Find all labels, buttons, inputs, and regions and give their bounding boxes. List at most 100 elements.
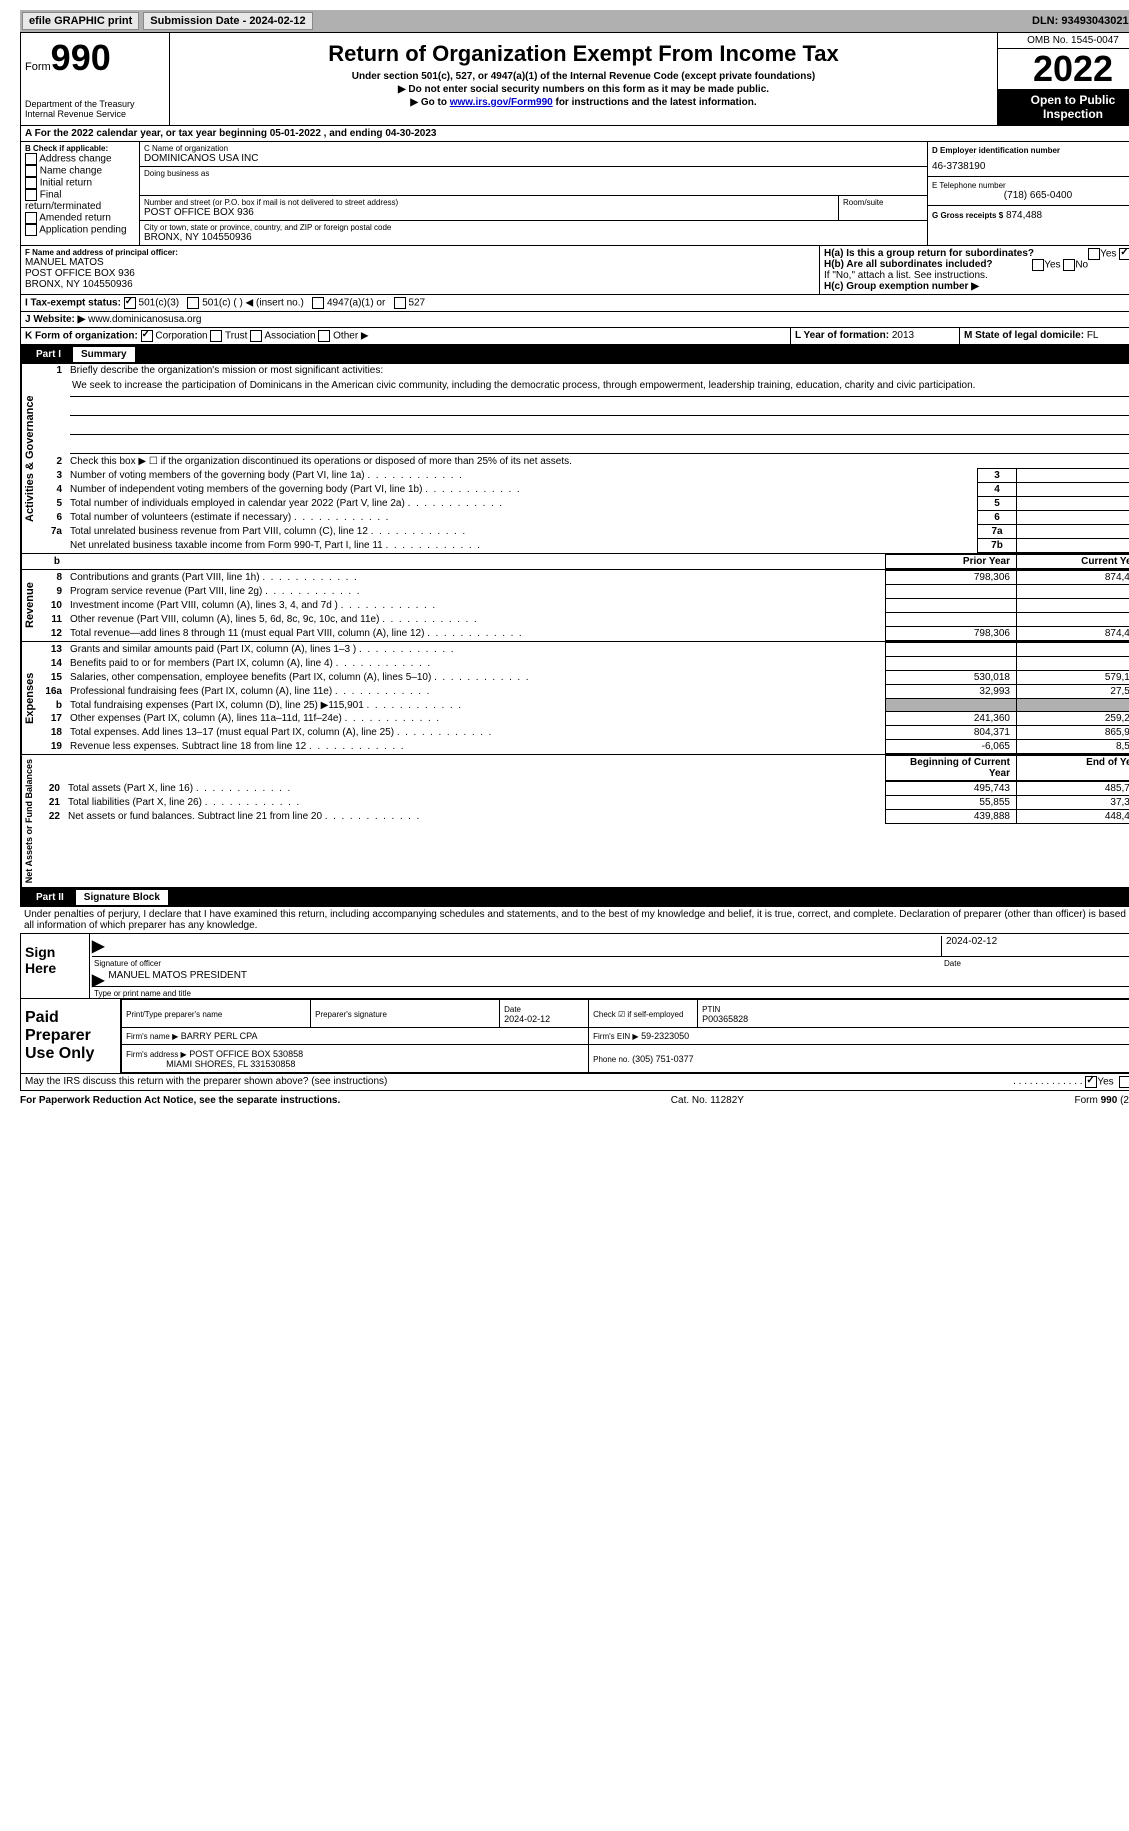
i-lbl: I Tax-exempt status: — [25, 298, 121, 309]
cb-501c3[interactable] — [124, 297, 136, 309]
city-lbl: City or town, state or province, country… — [144, 223, 923, 232]
officer-street: POST OFFICE BOX 936 — [25, 268, 815, 279]
ein: 46-3738190 — [932, 161, 1129, 172]
dba-lbl: Doing business as — [144, 169, 923, 178]
discuss-yes[interactable] — [1085, 1076, 1097, 1088]
vtab-revenue: Revenue — [21, 570, 38, 641]
hb-lbl: H(b) Are all subordinates included? — [824, 259, 993, 270]
end-hdr: End of Year — [1017, 756, 1129, 781]
q1: Briefly describe the organization's miss… — [66, 364, 1129, 377]
prep-date: 2024-02-12 — [504, 1014, 550, 1024]
prep-name-lbl: Print/Type preparer's name — [126, 1010, 222, 1019]
cb-4947[interactable] — [312, 297, 324, 309]
ptin: P00365828 — [702, 1014, 748, 1024]
mission: We seek to increase the participation of… — [70, 378, 1129, 397]
dln: DLN: 93493043021084 — [1032, 15, 1129, 27]
hb-no[interactable] — [1063, 259, 1075, 271]
website: www.dominicanosusa.org — [88, 314, 201, 325]
d-ein-lbl: D Employer identification number — [932, 146, 1129, 155]
check-self-emp: Check ☑ if self-employed — [593, 1010, 683, 1019]
prep-date-lbl: Date — [504, 1005, 521, 1014]
vtab-activities: Activities & Governance — [21, 364, 38, 553]
preparer-block: Paid Preparer Use Only Print/Type prepar… — [20, 999, 1129, 1074]
cb-amended-return[interactable]: Amended return — [25, 212, 135, 224]
form-ref: Form 990 (2022) — [1075, 1095, 1129, 1106]
line-a: A For the 2022 calendar year, or tax yea… — [21, 126, 1129, 141]
c-name-lbl: C Name of organization — [144, 144, 923, 153]
k-lbl: K Form of organization: — [25, 331, 138, 342]
cb-app-pending[interactable]: Application pending — [25, 224, 135, 236]
state-domicile: FL — [1087, 330, 1099, 341]
firm-addr: POST OFFICE BOX 530858 — [189, 1049, 303, 1059]
tax-year: 2022 — [998, 49, 1129, 89]
cb-address-change[interactable]: Address change — [25, 153, 135, 165]
form-header: Form990 Department of the Treasury Inter… — [20, 32, 1129, 126]
firm-city: MIAMI SHORES, FL 331530858 — [166, 1059, 295, 1069]
submission-date: Submission Date - 2024-02-12 — [143, 12, 312, 30]
date-lbl: Date — [944, 959, 1129, 968]
cb-other[interactable] — [318, 330, 330, 342]
cb-501c[interactable] — [187, 297, 199, 309]
firm-addr-lbl: Firm's address ▶ — [126, 1050, 187, 1059]
goto-post: for instructions and the latest informat… — [553, 97, 757, 108]
street-lbl: Number and street (or P.O. box if mail i… — [144, 198, 834, 207]
irs-link[interactable]: www.irs.gov/Form990 — [450, 97, 553, 108]
firm-ein: 59-2323050 — [641, 1031, 689, 1041]
city: BRONX, NY 104550936 — [144, 232, 923, 243]
org-name: DOMINICANOS USA INC — [144, 153, 923, 164]
ha-no[interactable] — [1119, 248, 1129, 260]
cb-527[interactable] — [394, 297, 406, 309]
e-phone-lbl: E Telephone number — [932, 181, 1129, 190]
cb-trust[interactable] — [210, 330, 222, 342]
firm-name: BARRY PERL CPA — [181, 1031, 258, 1041]
firm-phone-lbl: Phone no. — [593, 1055, 629, 1064]
begin-hdr: Beginning of Current Year — [886, 756, 1017, 781]
form-label: Form — [25, 61, 51, 73]
vtab-expenses: Expenses — [21, 642, 38, 754]
q2: Check this box ▶ ☐ if the organization d… — [66, 455, 1129, 468]
room-lbl: Room/suite — [843, 198, 923, 207]
discuss-no[interactable] — [1119, 1076, 1129, 1088]
form-number: 990 — [51, 37, 111, 78]
j-lbl: J Website: ▶ — [25, 314, 85, 325]
firm-ein-lbl: Firm's EIN ▶ — [593, 1032, 638, 1041]
cb-final-return[interactable]: Final return/terminated — [25, 189, 135, 212]
declare: Under penalties of perjury, I declare th… — [20, 907, 1129, 933]
m-lbl: M State of legal domicile: — [964, 330, 1084, 341]
dept-treasury: Department of the Treasury — [25, 99, 165, 109]
goto-pre: ▶ Go to — [410, 97, 449, 108]
sign-block: Sign Here ▶2024-02-12 Signature of offic… — [20, 933, 1129, 999]
b-label: B Check if applicable: — [25, 144, 135, 153]
cb-initial-return[interactable]: Initial return — [25, 177, 135, 189]
street: POST OFFICE BOX 936 — [144, 207, 834, 218]
ha-yes[interactable] — [1088, 248, 1100, 260]
gross-receipts: 874,488 — [1006, 210, 1042, 221]
sign-here-lbl: Sign Here — [21, 934, 90, 998]
prep-sig-lbl: Preparer's signature — [315, 1010, 387, 1019]
current-hdr: Current Year — [1017, 555, 1129, 569]
firm-name-lbl: Firm's name ▶ — [126, 1032, 178, 1041]
cb-assoc[interactable] — [250, 330, 262, 342]
hc-lbl: H(c) Group exemption number ▶ — [824, 281, 1129, 292]
efile-print-button[interactable]: efile GRAPHIC print — [22, 12, 139, 30]
cb-name-change[interactable]: Name change — [25, 165, 135, 177]
top-bar: efile GRAPHIC print Submission Date - 20… — [20, 10, 1129, 32]
firm-phone: (305) 751-0377 — [632, 1054, 694, 1064]
name-title-lbl: Type or print name and title — [90, 989, 1129, 998]
ptin-lbl: PTIN — [702, 1005, 720, 1014]
part2-header: Part II Signature Block — [20, 888, 1129, 907]
discuss-q: May the IRS discuss this return with the… — [25, 1076, 1013, 1088]
officer-name-title: MANUEL MATOS PRESIDENT — [108, 970, 247, 986]
paid-prep-lbl: Paid Preparer Use Only — [21, 999, 121, 1073]
part1-header: Part I Summary — [20, 345, 1129, 364]
pra-notice: For Paperwork Reduction Act Notice, see … — [20, 1095, 340, 1106]
vtab-netassets: Net Assets or Fund Balances — [21, 755, 36, 887]
officer-city: BRONX, NY 104550936 — [25, 279, 815, 290]
open-public: Open to Public Inspection — [998, 89, 1129, 125]
year-formation: 2013 — [892, 330, 914, 341]
omb-number: OMB No. 1545-0047 — [998, 33, 1129, 49]
cb-corp[interactable] — [141, 330, 153, 342]
hb-yes[interactable] — [1032, 259, 1044, 271]
form-title: Return of Organization Exempt From Incom… — [174, 41, 993, 67]
sig-officer-lbl: Signature of officer — [94, 959, 944, 968]
